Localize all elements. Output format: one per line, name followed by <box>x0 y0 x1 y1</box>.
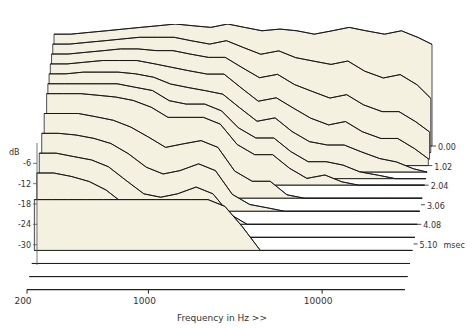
slice-area <box>32 263 410 264</box>
slice-baseline <box>27 289 405 290</box>
x-tick-label: 1000 <box>133 296 156 306</box>
y-axis-label: dB <box>9 148 20 157</box>
slice-area <box>27 289 405 290</box>
y-tick <box>33 163 37 164</box>
x-tick-label: 200 <box>14 296 31 306</box>
slice <box>29 276 407 277</box>
y-tick-label: -6 <box>23 159 31 168</box>
x-axis-line <box>27 289 405 290</box>
z-tick-label: 4.08 <box>423 221 441 230</box>
slice <box>32 263 410 264</box>
z-tick-label: 1.02 <box>434 163 452 172</box>
z-tick <box>428 165 432 166</box>
x-tick <box>27 290 28 294</box>
slice-baseline <box>34 250 412 251</box>
y-tick <box>33 204 37 205</box>
slice <box>34 200 412 251</box>
z-tick-label: 0.00 <box>438 143 456 152</box>
z-tick <box>432 146 436 147</box>
z-tick-label: 5.10 <box>420 241 438 250</box>
z-tick <box>421 204 425 205</box>
x-axis-label: Frequency in Hz >> <box>177 313 267 323</box>
y-tick-label: -24 <box>18 220 31 229</box>
slice-baseline <box>29 276 407 277</box>
y-tick <box>33 244 37 245</box>
x-tick <box>148 290 149 294</box>
slice-curve <box>27 289 405 290</box>
y-tick-label: -12 <box>18 180 31 189</box>
slice <box>27 289 405 290</box>
x-tick <box>322 290 323 294</box>
z-tick-label: 3.06 <box>427 202 445 211</box>
plot-area <box>27 24 432 290</box>
z-tick <box>425 185 429 186</box>
slice-area <box>34 200 412 251</box>
slice-curve <box>32 263 410 264</box>
x-tick-label: 10000 <box>304 296 333 306</box>
y-tick-label: -30 <box>18 241 31 250</box>
chart: 200 1000 10000 Frequency in Hz >> -6 -12 -18 -2… <box>0 0 476 329</box>
slice-curve <box>29 276 407 277</box>
z-tick <box>417 224 421 225</box>
slice-curve <box>34 200 412 251</box>
z-tick <box>414 243 418 244</box>
z-tick-label: 2.04 <box>431 182 449 191</box>
y-tick <box>33 183 37 184</box>
slice-baseline <box>32 263 410 264</box>
z-axis-label: msec <box>444 241 465 250</box>
y-tick <box>33 224 37 225</box>
y-tick-label: -18 <box>18 200 31 209</box>
slice-area <box>29 276 407 277</box>
